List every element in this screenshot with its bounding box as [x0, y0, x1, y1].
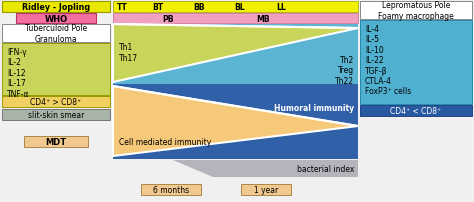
Bar	[360, 2, 472, 20]
Polygon shape	[113, 25, 358, 85]
Text: Th2
Treg
Th22: Th2 Treg Th22	[335, 56, 354, 85]
Polygon shape	[113, 87, 358, 156]
Text: CD4⁺ < CD8⁺: CD4⁺ < CD8⁺	[391, 106, 442, 115]
Text: Humoral immunity: Humoral immunity	[274, 104, 354, 113]
Polygon shape	[113, 25, 358, 83]
Text: BB: BB	[193, 3, 205, 12]
Text: MDT: MDT	[46, 137, 66, 146]
Text: TT: TT	[117, 3, 128, 12]
Text: Lepromatous Pole
Foamy macrophage: Lepromatous Pole Foamy macrophage	[378, 1, 454, 21]
Text: Cell mediated immunity: Cell mediated immunity	[119, 138, 211, 147]
Bar	[360, 21, 472, 104]
Bar	[2, 97, 110, 107]
Bar	[2, 2, 110, 13]
Text: slit-skin smear: slit-skin smear	[28, 110, 84, 119]
Text: WHO: WHO	[45, 14, 68, 23]
Text: LL: LL	[276, 3, 286, 12]
Bar	[241, 184, 291, 195]
Text: BL: BL	[235, 3, 246, 12]
Bar	[113, 14, 358, 24]
Bar	[2, 25, 110, 43]
Bar	[141, 184, 201, 195]
Bar	[113, 2, 358, 13]
Text: BT: BT	[153, 3, 164, 12]
Polygon shape	[173, 160, 358, 177]
Polygon shape	[113, 85, 358, 159]
Bar	[2, 44, 110, 96]
Text: bacterial index: bacterial index	[297, 165, 354, 174]
Bar	[360, 105, 472, 116]
Text: IL-4
IL-5
IL-10
IL-22
TGF-β
CTLA-4
FoxP3⁺ cells: IL-4 IL-5 IL-10 IL-22 TGF-β CTLA-4 FoxP3…	[365, 25, 411, 96]
Text: PB: PB	[162, 14, 174, 23]
Text: Th1
Th17: Th1 Th17	[119, 43, 138, 62]
Text: CD4⁺ > CD8⁺: CD4⁺ > CD8⁺	[30, 98, 82, 106]
Text: Ridley - Jopling: Ridley - Jopling	[22, 3, 90, 12]
Text: Tuberculoid Pole
Granuloma: Tuberculoid Pole Granuloma	[25, 24, 87, 43]
Bar	[24, 136, 88, 147]
Text: IFN-γ
IL-2
IL-12
IL-17
TNF-α: IFN-γ IL-2 IL-12 IL-17 TNF-α	[7, 48, 29, 98]
Text: 1 year: 1 year	[254, 185, 278, 194]
Text: 6 months: 6 months	[153, 185, 189, 194]
Bar	[16, 14, 96, 24]
Bar	[2, 109, 110, 120]
Text: MB: MB	[256, 14, 270, 23]
